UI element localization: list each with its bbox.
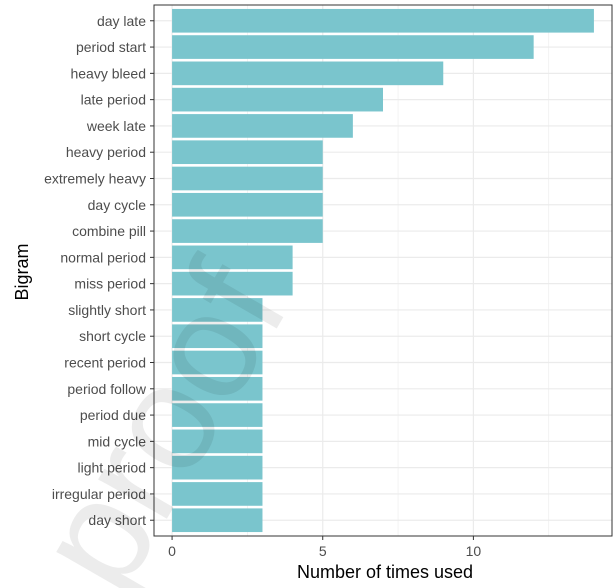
- bar: [172, 298, 263, 322]
- y-tick-label: mid cycle: [88, 433, 147, 449]
- y-tick-label: day late: [97, 13, 146, 29]
- bar: [172, 324, 263, 349]
- y-tick-label: slightly short: [68, 302, 146, 318]
- y-tick-label: heavy period: [66, 144, 146, 160]
- y-tick-label: period start: [76, 39, 146, 55]
- x-axis-title: Number of times used: [297, 562, 473, 582]
- y-tick-label: light period: [78, 460, 147, 476]
- bars: [172, 8, 594, 533]
- bar: [172, 455, 263, 480]
- bar: [172, 114, 353, 138]
- y-tick-label: late period: [81, 92, 146, 108]
- x-axis: 0 5 10: [168, 536, 481, 559]
- bar: [172, 166, 323, 191]
- bar: [172, 271, 293, 296]
- y-axis-title: Bigram: [12, 243, 32, 300]
- y-tick-label: period follow: [67, 381, 146, 397]
- bar: [172, 61, 444, 86]
- bar: [172, 403, 263, 427]
- panel-border: [153, 4, 613, 537]
- bar: [172, 376, 263, 401]
- y-axis: day late period start heavy bleed late peri…: [44, 13, 154, 528]
- y-tick-label: week late: [86, 118, 146, 134]
- y-tick-label: day short: [88, 512, 146, 528]
- bar: [172, 350, 263, 375]
- x-tick-label: 0: [168, 543, 176, 559]
- bar: [172, 429, 263, 454]
- y-tick-label: miss period: [74, 276, 146, 292]
- bar: [172, 482, 263, 506]
- y-tick-label: period due: [80, 407, 146, 423]
- y-tick-label: heavy bleed: [70, 65, 146, 81]
- y-tick-label: day cycle: [88, 197, 147, 213]
- x-tick-label: 10: [466, 543, 482, 559]
- y-tick-label: irregular period: [52, 486, 146, 502]
- bar: [172, 245, 293, 270]
- bar: [172, 219, 323, 243]
- y-tick-label: normal period: [60, 249, 146, 265]
- bar: [172, 192, 323, 217]
- y-tick-label: short cycle: [79, 328, 146, 344]
- bar: [172, 87, 383, 112]
- y-tick-label: combine pill: [72, 223, 146, 239]
- y-tick-label: recent period: [64, 355, 146, 371]
- y-tick-label: extremely heavy: [44, 170, 146, 186]
- bar: [172, 508, 263, 533]
- bar: [172, 8, 594, 33]
- bar: [172, 140, 323, 165]
- bar: [172, 35, 534, 59]
- x-tick-label: 5: [319, 543, 327, 559]
